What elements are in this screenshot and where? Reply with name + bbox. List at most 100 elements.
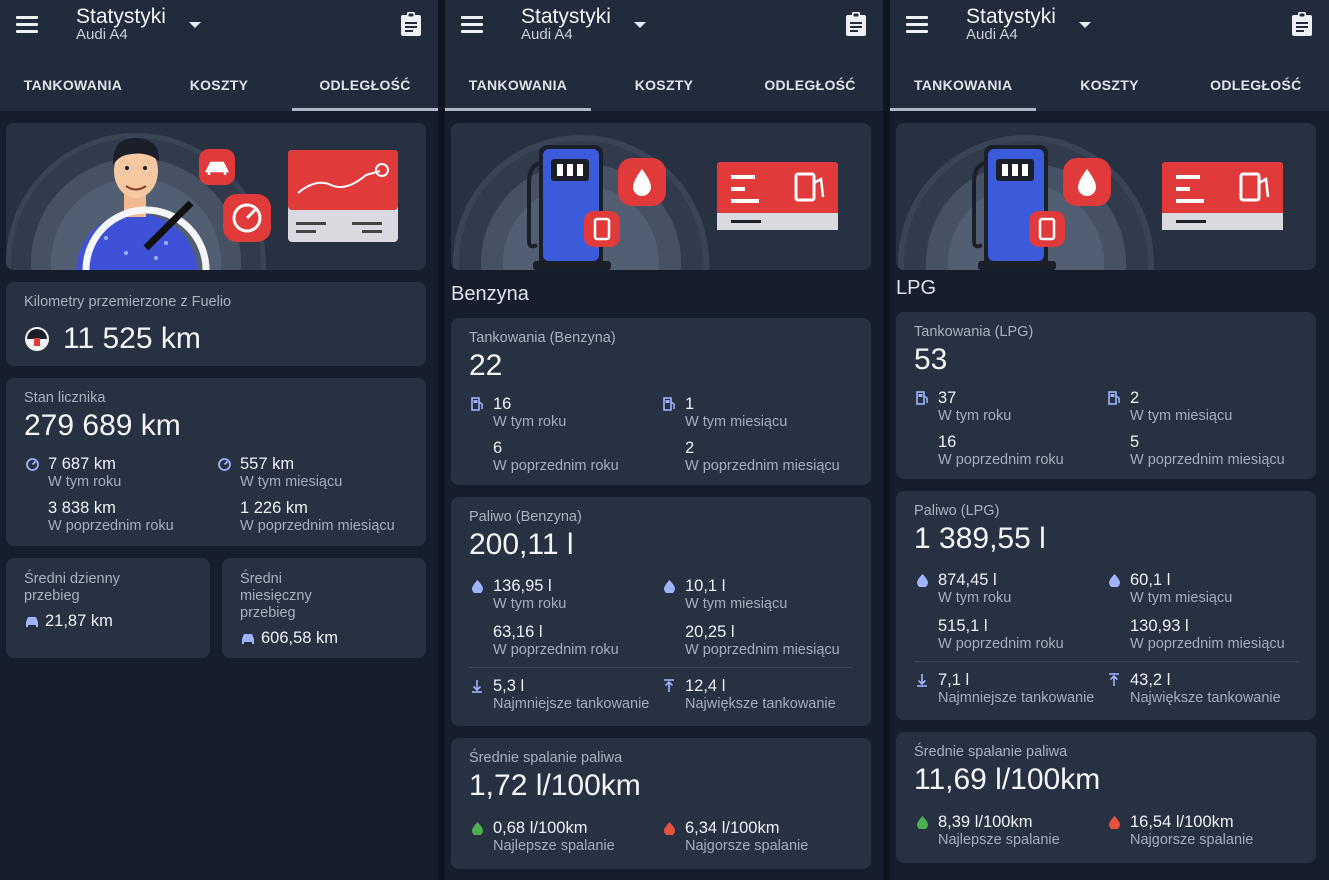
fillups-this-month-label: W tym miesiącu <box>685 414 788 430</box>
daily-average-card[interactable]: Średni dzienny przebieg 21,87 km <box>6 558 210 658</box>
fuelio-distance-label: Kilometry przemierzone z Fuelio <box>24 294 232 310</box>
distance-prev-month-label: W poprzednim miesiącu <box>240 518 395 534</box>
tab-fillups[interactable]: TANKOWANIA <box>890 58 1037 111</box>
avg-consumption-card[interactable]: Średnie spalanie paliwa 1,72 l/100km 0,6… <box>451 738 871 869</box>
smallest-fillup-label: Najmniejsze tankowanie <box>938 690 1095 706</box>
distance-this-month-label: W tym miesiącu <box>240 474 343 490</box>
tab-fillups[interactable]: TANKOWANIA <box>23 76 123 93</box>
tab-costs[interactable]: KOSZTY <box>1080 76 1139 93</box>
clipboard-icon[interactable] <box>1291 12 1313 37</box>
tab-costs[interactable]: KOSZTY <box>189 76 249 93</box>
arrow-up-to-line-icon <box>1109 673 1119 686</box>
red-drop-icon <box>1109 816 1120 829</box>
fuel-station-icon <box>1108 391 1120 405</box>
worst-consumption-label: Najgorsze spalanie <box>1130 832 1254 848</box>
car-icon <box>242 634 254 644</box>
tab-fillups[interactable]: TANKOWANIA <box>445 58 591 111</box>
largest-fillup-value: 43,2 l <box>1130 671 1171 689</box>
fuel-this-year-label: W tym roku <box>493 596 567 612</box>
driver-illustration-art <box>6 133 398 270</box>
worst-consumption-label: Najgorsze spalanie <box>685 838 809 854</box>
monthly-average-label: Średni miesięczny przebieg <box>240 571 312 622</box>
menu-icon[interactable] <box>16 16 38 34</box>
fuel-this-month-value: 10,1 l <box>685 577 726 595</box>
fuel-prev-month-label: W poprzednim miesiącu <box>1130 636 1285 652</box>
largest-fillup-label: Największe tankowanie <box>685 696 836 712</box>
odometer-value: 279 689 km <box>24 409 181 442</box>
section-title-lpg: LPG <box>896 277 937 299</box>
fuelio-distance-card[interactable]: Kilometry przemierzone z Fuelio 11 525 k… <box>6 282 426 366</box>
fuel-prev-year-value: 515,1 l <box>938 617 988 635</box>
fuelio-distance-value: 11 525 km <box>63 322 201 355</box>
card-divider <box>914 661 1298 662</box>
gauge-icon <box>218 458 231 471</box>
fillups-this-year-value: 37 <box>938 389 957 407</box>
vehicle-name: Audi A4 <box>966 26 1018 43</box>
tab-distance[interactable]: ODLEGŁOŚĆ <box>764 76 856 93</box>
largest-fillup-value: 12,4 l <box>685 677 726 695</box>
monthly-average-label-line1: Średni <box>240 571 282 587</box>
smallest-fillup-value: 5,3 l <box>493 677 525 695</box>
fuel-this-year-value: 136,95 l <box>493 577 552 595</box>
vehicle-selector[interactable]: Statystyki Audi A4 <box>521 6 646 43</box>
screen-fillups-petrol: Statystyki Audi A4 TANKOWANIA KOSZTY ODL… <box>445 0 883 880</box>
fillups-card[interactable]: Tankowania (Benzyna) 22 16 W tym roku 1 … <box>451 318 871 485</box>
distance-this-year-label: W tym roku <box>48 474 122 490</box>
car-icon <box>26 617 38 627</box>
fillups-card[interactable]: Tankowania (LPG) 53 37 W tym roku 2 W ty… <box>896 312 1316 479</box>
fillups-label: Tankowania (LPG) <box>914 324 1034 340</box>
tab-bar: TANKOWANIA KOSZTY ODLEGŁOŚĆ <box>0 58 438 111</box>
fillups-this-year-label: W tym roku <box>938 408 1012 424</box>
fillups-total: 53 <box>914 343 948 376</box>
app-bar: Statystyki Audi A4 TANKOWANIA KOSZTY ODL… <box>445 0 883 111</box>
fillups-this-year-value: 16 <box>493 395 512 413</box>
red-drop-icon <box>664 822 675 835</box>
menu-icon[interactable] <box>906 16 928 34</box>
fillups-total: 22 <box>469 349 503 382</box>
distance-prev-month-value: 1 226 km <box>240 499 308 517</box>
worst-consumption-value: 6,34 l/100km <box>685 819 780 837</box>
vehicle-selector[interactable]: Statystyki Audi A4 <box>966 5 1091 43</box>
fuel-volume-card[interactable]: Paliwo (Benzyna) 200,11 l 136,95 l W tym… <box>451 497 871 726</box>
app-bar: Statystyki Audi A4 TANKOWANIA KOSZTY ODL… <box>890 0 1329 111</box>
fillups-this-year-label: W tym roku <box>493 414 567 430</box>
odometer-label: Stan licznika <box>24 390 106 406</box>
fuel-station-icon <box>663 397 675 411</box>
daily-average-label: Średni dzienny przebieg <box>24 571 120 605</box>
avg-consumption-value: 11,69 l/100km <box>914 763 1101 796</box>
app-title: Statystyki <box>966 5 1056 28</box>
clipboard-icon[interactable] <box>845 12 867 37</box>
green-drop-icon <box>472 822 483 835</box>
menu-icon[interactable] <box>461 16 483 34</box>
fillups-prev-month-label: W poprzednim miesiącu <box>685 458 840 474</box>
vehicle-name: Audi A4 <box>521 26 573 43</box>
monthly-average-label-line3: przebieg <box>240 605 296 621</box>
fillups-this-month-value: 2 <box>1130 389 1140 407</box>
fuel-volume-card[interactable]: Paliwo (LPG) 1 389,55 l 874,45 l W tym r… <box>896 491 1316 720</box>
distance-prev-year-label: W poprzednim roku <box>48 518 174 534</box>
chevron-down-icon <box>634 22 646 28</box>
tab-distance[interactable]: ODLEGŁOŚĆ <box>1210 76 1302 93</box>
vehicle-selector[interactable]: Statystyki Audi A4 <box>76 5 201 42</box>
clipboard-icon[interactable] <box>400 12 422 37</box>
fuel-prev-year-label: W poprzednim roku <box>938 636 1064 652</box>
tab-costs[interactable]: KOSZTY <box>634 76 694 93</box>
smallest-fillup-label: Najmniejsze tankowanie <box>493 696 650 712</box>
fuel-station-icon <box>916 391 928 405</box>
fuel-volume-total: 1 389,55 l <box>914 522 1046 555</box>
avg-consumption-card[interactable]: Średnie spalanie paliwa 11,69 l/100km 8,… <box>896 732 1316 863</box>
fuel-prev-year-label: W poprzednim roku <box>493 642 619 658</box>
smallest-fillup-value: 7,1 l <box>938 671 970 689</box>
app-title: Statystyki <box>76 5 166 28</box>
avg-consumption-label: Średnie spalanie paliwa <box>469 750 623 766</box>
daily-average-label-line2: przebieg <box>24 588 80 604</box>
fuel-volume-label: Paliwo (LPG) <box>914 503 1000 519</box>
odometer-card[interactable]: Stan licznika 279 689 km 7 687 km W tym … <box>6 378 426 546</box>
fuel-this-year-label: W tym roku <box>938 590 1012 606</box>
tab-distance[interactable]: ODLEGŁOŚĆ <box>292 58 438 111</box>
fillups-prev-month-value: 5 <box>1130 433 1140 451</box>
monthly-average-card[interactable]: Średni miesięczny przebieg 606,58 km <box>222 558 426 658</box>
best-consumption-value: 0,68 l/100km <box>493 819 588 837</box>
best-consumption-label: Najlepsze spalanie <box>938 832 1060 848</box>
distance-this-year-value: 7 687 km <box>48 455 116 473</box>
